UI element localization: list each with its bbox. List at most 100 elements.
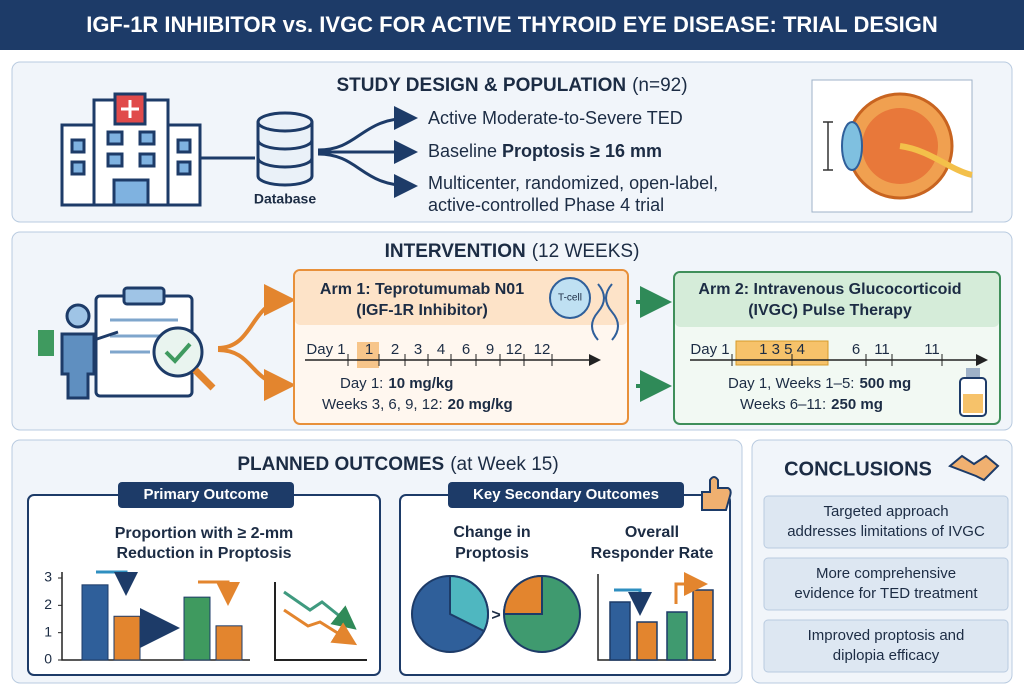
y-tick-label: 2 [44, 596, 52, 612]
conclusion-text: Targeted approach [823, 503, 948, 520]
t-cell-icon [549, 277, 591, 319]
conclusion-box [763, 557, 1009, 611]
sample-size: (n=92) [632, 75, 687, 96]
dose: Weeks 3, 6, 9, 12: 20 mg/kg [322, 396, 513, 413]
conclusion-text: addresses limitations of IVGC [787, 523, 985, 540]
dose-label: Day 1, Weeks 1–5: [728, 375, 854, 392]
clinician-icon [38, 286, 216, 400]
timeline-label: 6 [462, 341, 470, 358]
outcome-title: Reduction in Proptosis [116, 545, 291, 562]
hospital-icon [60, 92, 202, 207]
section-heading: INTERVENTION (12 WEEKS) [385, 241, 640, 262]
criterion: Baseline Proptosis ≥ 16 mm [428, 141, 662, 161]
section-heading: STUDY DESIGN & POPULATION (n=92) [336, 75, 687, 96]
timeline-label: Day 1 [690, 341, 729, 358]
conclusion-box [763, 495, 1009, 549]
database-label: Database [254, 191, 316, 207]
dose-amount: 20 mg/kg [448, 396, 513, 413]
outcome-pill [118, 482, 294, 508]
timeline-label: 9 [486, 341, 494, 358]
handshake-icon [948, 454, 1000, 482]
outcome-title: Proptosis [455, 545, 529, 562]
arrow [198, 580, 240, 606]
timeline-label: 4 [437, 341, 445, 358]
bar-chart: 0 1 2 3 [44, 569, 250, 667]
heading: INTERVENTION [385, 241, 526, 262]
branch-arrows [317, 106, 418, 198]
conclusion-text: evidence for TED treatment [794, 585, 978, 602]
section-heading: PLANNED OUTCOMES (at Week 15) [237, 454, 558, 475]
conclusion-text: diplopia efficacy [833, 647, 940, 664]
bar [215, 625, 243, 661]
dose-label: Day 1: [340, 375, 383, 392]
outcome-pill [448, 482, 684, 508]
timeline-label: 6 [852, 341, 860, 358]
responder-icon [597, 572, 716, 661]
dose: Weeks 6–11: 250 mg [740, 396, 883, 413]
bar [183, 596, 211, 661]
outcome-title: Proportion with ≥ 2-mm [115, 525, 294, 542]
timeline-highlight [735, 340, 829, 366]
timeline-label: Day 1 [306, 341, 345, 358]
conclusion-text: More comprehensive [816, 565, 956, 582]
outcome-title: Overall [625, 524, 679, 541]
arm-title: (IGF-1R Inhibitor) [356, 302, 488, 319]
timeline-label: 12 [534, 341, 551, 358]
database-icon [256, 111, 314, 187]
conclusion-box [763, 619, 1009, 673]
outcome-title: Change in [453, 524, 530, 541]
y-tick-label: 1 [44, 623, 52, 639]
trend-icon [274, 582, 367, 661]
dose-label: Weeks 6–11: [740, 396, 826, 413]
timeline: Day 1 1 2 3 4 6 9 12 12 [306, 341, 553, 366]
criterion: Active Moderate-to-Severe TED [428, 108, 683, 128]
criterion-text: Baseline [428, 141, 497, 161]
timing: (at Week 15) [450, 454, 558, 475]
conclusion-list: Targeted approach addresses limitations o… [763, 495, 1009, 673]
arm-title: Arm 1: Teprotumumab N01 [320, 281, 524, 298]
arm-header [295, 271, 627, 325]
timeline-label: 11 [924, 341, 940, 358]
badge: T-cell [558, 293, 582, 304]
timeline-highlight [357, 342, 379, 368]
arm-title: Arm 2: Intravenous Glucocorticoid [698, 281, 961, 298]
outcome-title: Responder Rate [591, 545, 714, 562]
criterion: Multicenter, randomized, open-label, [428, 173, 718, 193]
outcome-label: Primary Outcome [143, 486, 268, 503]
dose-amount: 10 mg/kg [388, 375, 453, 392]
arm-header [675, 273, 999, 327]
timeline: Day 1 1 3 5 4 6 11 11 [690, 341, 943, 366]
y-tick-label: 3 [44, 569, 52, 585]
timeline-label: 2 [391, 341, 399, 358]
arrow [96, 570, 138, 596]
section-heading: CONCLUSIONS [784, 458, 932, 480]
arm-arrows [636, 286, 672, 402]
dose: Day 1: 10 mg/kg [340, 375, 453, 392]
outcome-label: Key Secondary Outcomes [473, 486, 659, 503]
duration: (12 WEEKS) [532, 241, 640, 262]
arm-title: (IVGC) Pulse Therapy [748, 302, 912, 319]
header-bar [0, 0, 1024, 50]
timeline-label: 11 [874, 341, 890, 358]
heading: PLANNED OUTCOMES [237, 454, 444, 475]
thumbs-up-icon [701, 476, 732, 511]
dose: Day 1, Weeks 1–5: 500 mg [728, 375, 911, 392]
title: IGF-1R INHIBITOR vs. IVGC FOR ACTIVE THY… [86, 12, 938, 37]
heading: STUDY DESIGN & POPULATION [336, 75, 626, 96]
criterion-emphasis: Proptosis ≥ 16 mm [502, 141, 662, 161]
eye-illustration [811, 79, 973, 213]
criterion: active-controlled Phase 4 trial [428, 195, 664, 215]
conclusion-text: Improved proptosis and [808, 627, 965, 644]
bar [113, 615, 141, 661]
timeline-label: 1 3 5 4 [759, 341, 805, 358]
dose-label: Weeks 3, 6, 9, 12: [322, 396, 443, 413]
pie-icons [411, 574, 581, 653]
branch-arrows [217, 284, 296, 401]
timeline-label: 3 [414, 341, 422, 358]
timeline-label: 12 [506, 341, 523, 358]
bar [81, 584, 109, 661]
comparison: > [491, 607, 500, 624]
dose-amount: 500 mg [859, 375, 911, 392]
